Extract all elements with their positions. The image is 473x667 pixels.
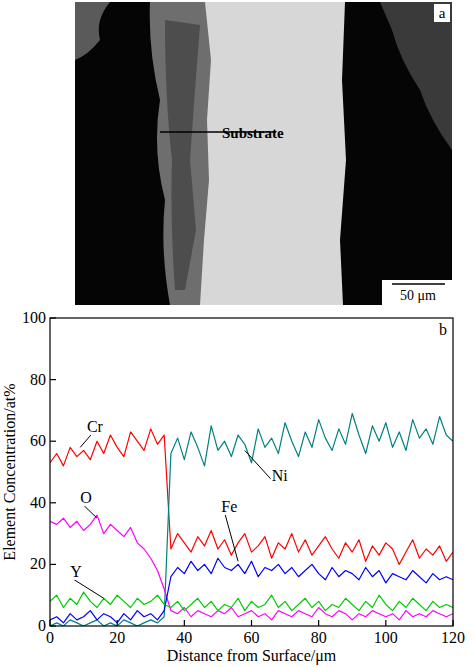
y-tick (50, 441, 56, 442)
series-line (50, 558, 453, 623)
y-tick (50, 379, 56, 380)
series-line (50, 592, 453, 610)
y-tick (50, 625, 56, 626)
leader-line (74, 580, 104, 599)
image-label: Substrate (222, 125, 284, 141)
substrate-band (200, 2, 346, 305)
x-tick-label: 40 (176, 629, 192, 646)
x-tick-label: 120 (441, 629, 465, 646)
background (75, 2, 452, 305)
y-tick (50, 317, 56, 318)
micrograph: Substrate a 50 μm (75, 2, 452, 305)
x-tick-label: 20 (109, 629, 125, 646)
label-patch (271, 467, 290, 484)
letter-patch (434, 4, 450, 22)
series-label: Cr (87, 418, 104, 435)
scale-bar (392, 283, 445, 285)
y-tick-label: 40 (30, 494, 46, 511)
y-tick-label: 60 (30, 432, 46, 449)
scale-patch (382, 280, 452, 305)
scale-text: 50 μm (400, 288, 436, 303)
series-label: Y (70, 563, 82, 580)
label-patch (220, 498, 238, 515)
x-tick-label: 80 (311, 629, 327, 646)
leader-line (84, 506, 97, 518)
series-line (50, 515, 453, 620)
series-label: Fe (221, 498, 237, 515)
label-patch (86, 418, 105, 435)
y-tick-label: 100 (22, 309, 46, 326)
micrograph-body (75, 2, 452, 305)
plot-frame (50, 318, 453, 626)
y-tick-label: 80 (30, 371, 46, 388)
x-tick (184, 620, 185, 626)
x-tick (452, 620, 453, 626)
y-tick-label: 20 (30, 555, 46, 572)
x-axis-title: Distance from Surface/μm (167, 647, 337, 665)
panel-letter: b (439, 321, 447, 338)
y-tick-label: 0 (38, 617, 46, 634)
texture (380, 2, 452, 150)
oxide-dark (165, 20, 200, 290)
x-tick (251, 620, 252, 626)
x-tick-label: 100 (374, 629, 398, 646)
label-patch (69, 563, 83, 580)
x-tick (117, 620, 118, 626)
series-line (50, 429, 453, 565)
x-tick (49, 620, 50, 626)
series-label: Ni (272, 467, 289, 484)
panel-letter: a (439, 5, 446, 21)
y-tick (50, 502, 56, 503)
x-tick (318, 620, 319, 626)
x-tick (385, 620, 386, 626)
leader-line (225, 515, 238, 561)
series-label: O (80, 489, 92, 506)
debris (75, 2, 110, 60)
series-group (50, 413, 453, 626)
y-axis-title: Element Concentration/at% (1, 383, 18, 560)
series-line (50, 413, 453, 626)
leader-line (80, 435, 91, 447)
x-tick-label: 60 (244, 629, 260, 646)
x-tick-label: 0 (46, 629, 54, 646)
label-patch (79, 489, 93, 506)
y-tick (50, 564, 56, 565)
